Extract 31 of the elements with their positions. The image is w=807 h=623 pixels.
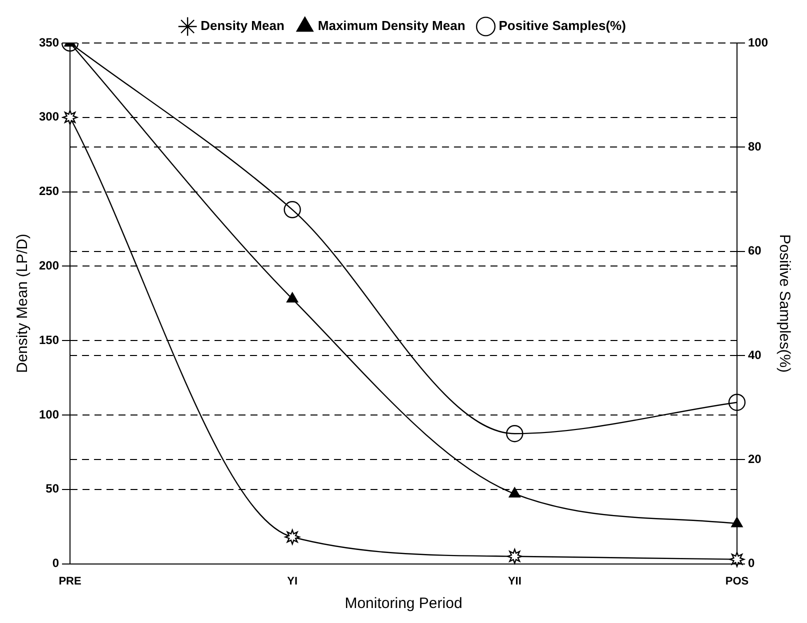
legend-label: Density Mean	[200, 18, 284, 34]
x-tick-label: POS	[725, 575, 749, 588]
point	[729, 552, 745, 567]
y2-tick-label: 0	[748, 556, 755, 570]
y-tick-label: 0	[52, 556, 60, 570]
x-tick-label: YI	[287, 575, 298, 588]
y-tick-label: 300	[38, 110, 60, 124]
point	[508, 487, 520, 498]
x-axis-title: Monitoring Period	[344, 595, 462, 612]
y-tick-label: 200	[38, 258, 60, 273]
y2-tick-label: 100	[748, 35, 768, 50]
point	[284, 529, 300, 545]
x-tick-label: PRE	[58, 575, 82, 588]
y-tick-label: 50	[46, 482, 60, 496]
y-tick-label: 100	[38, 407, 60, 422]
y2-tick-label: 40	[748, 348, 762, 362]
point	[731, 517, 743, 528]
point	[286, 292, 298, 303]
y-tick-label: 350	[38, 35, 60, 50]
y-tick-label: 250	[38, 184, 60, 198]
point	[62, 110, 78, 125]
legend-label: Maximum Density Mean	[318, 18, 466, 34]
y2-tick-label: 20	[748, 452, 762, 466]
y2-tick-label: 80	[748, 139, 762, 154]
legend-label: Positive Samples(%)	[498, 18, 626, 34]
y-axis-title: Density Mean (LP/D)	[14, 234, 32, 374]
y-tick-label: 150	[38, 332, 60, 347]
x-tick-label: YII	[508, 575, 522, 588]
point	[507, 548, 522, 564]
y2-tick-label: 60	[748, 244, 762, 258]
y2-axis-title: Positive Samples(%)	[776, 234, 793, 373]
